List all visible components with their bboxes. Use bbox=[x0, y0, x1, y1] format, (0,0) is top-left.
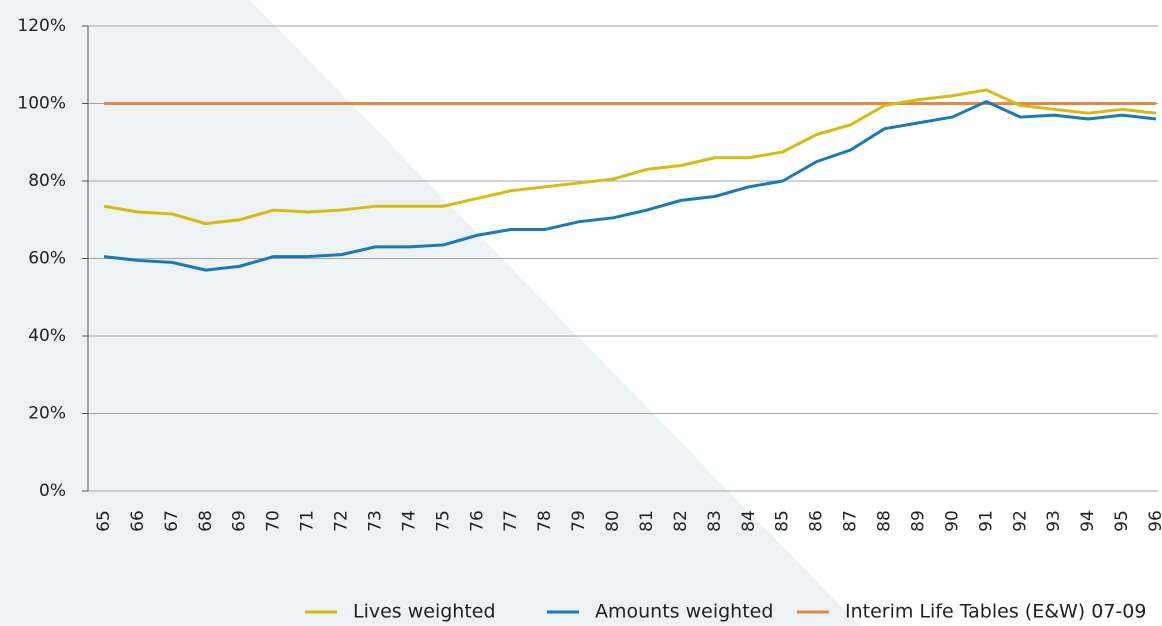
y-tick-label: 120% bbox=[17, 16, 66, 36]
legend-label: Amounts weighted bbox=[595, 601, 773, 623]
y-tick-label: 0% bbox=[39, 481, 66, 501]
y-tick-label: 20% bbox=[28, 404, 66, 424]
x-tick-label: 85 bbox=[773, 510, 793, 532]
x-tick-label: 90 bbox=[942, 510, 962, 532]
legend-label: Interim Life Tables (E&W) 07-09 bbox=[845, 601, 1146, 623]
y-tick-label: 60% bbox=[28, 249, 66, 269]
x-tick-label: 65 bbox=[94, 510, 114, 532]
x-tick-label: 80 bbox=[603, 510, 623, 532]
x-tick-label: 70 bbox=[264, 510, 284, 532]
series-line bbox=[103, 100, 1157, 272]
x-tick-label: 79 bbox=[569, 510, 589, 532]
x-tick-label: 66 bbox=[128, 510, 148, 532]
y-tick-label: 40% bbox=[28, 326, 66, 346]
x-tick-label: 92 bbox=[1010, 510, 1030, 532]
x-tick-label: 77 bbox=[501, 510, 521, 532]
x-tick-label: 67 bbox=[162, 510, 182, 532]
x-tick-label: 89 bbox=[908, 510, 928, 532]
x-tick-label: 87 bbox=[841, 510, 861, 532]
x-tick-label: 74 bbox=[399, 510, 419, 532]
x-tick-label: 75 bbox=[433, 510, 453, 532]
x-tick-label: 73 bbox=[365, 510, 385, 532]
x-tick-label: 68 bbox=[196, 510, 216, 532]
x-tick-label: 72 bbox=[332, 510, 352, 532]
x-tick-label: 86 bbox=[807, 510, 827, 532]
y-tick-label: 100% bbox=[17, 94, 66, 114]
x-tick-label: 91 bbox=[976, 510, 996, 532]
x-tick-label: 94 bbox=[1078, 510, 1098, 532]
x-tick-label: 82 bbox=[671, 510, 691, 532]
x-tick-label: 96 bbox=[1146, 510, 1162, 532]
y-tick-label: 80% bbox=[28, 171, 66, 191]
x-tick-label: 83 bbox=[705, 510, 725, 532]
x-tick-label: 95 bbox=[1112, 510, 1132, 532]
x-tick-label: 81 bbox=[637, 510, 657, 532]
x-tick-label: 76 bbox=[467, 510, 487, 532]
x-tick-label: 84 bbox=[739, 510, 759, 532]
background-shape bbox=[0, 0, 860, 626]
x-tick-label: 93 bbox=[1044, 510, 1064, 532]
x-tick-label: 71 bbox=[298, 510, 318, 532]
x-tick-label: 78 bbox=[535, 510, 555, 532]
x-tick-label: 88 bbox=[875, 510, 895, 532]
series-line bbox=[103, 88, 1157, 226]
legend-label: Lives weighted bbox=[353, 601, 496, 623]
x-tick-label: 69 bbox=[230, 510, 250, 532]
